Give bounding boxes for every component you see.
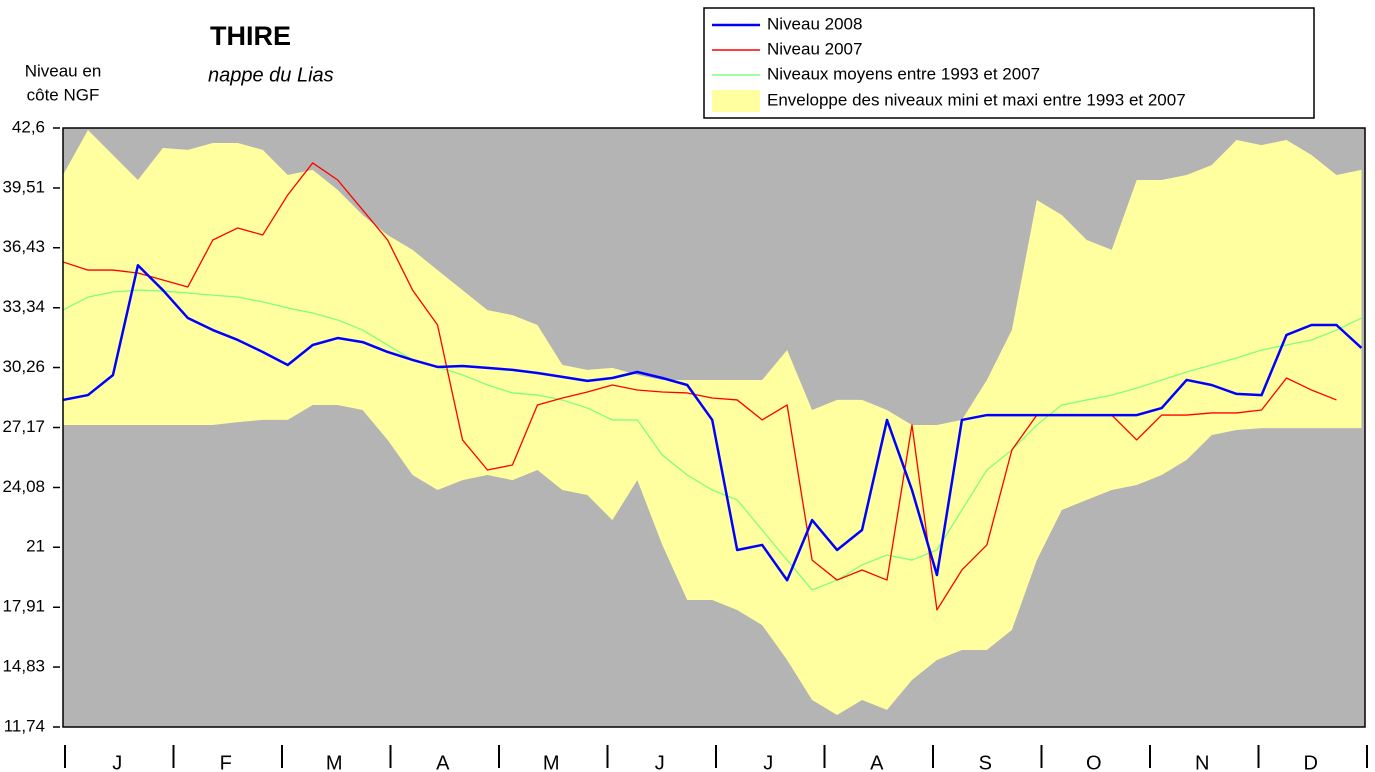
chart-title: THIRE <box>210 21 291 51</box>
legend-swatch <box>712 90 760 112</box>
y-tick-label: 30,26 <box>2 357 45 376</box>
legend-label: Niveaux moyens entre 1993 et 2007 <box>767 64 1040 83</box>
x-tick-label: O <box>1086 752 1102 772</box>
y-tick-label: 21 <box>26 537 45 556</box>
x-tick-label: F <box>220 752 232 772</box>
y-tick-label: 14,83 <box>2 657 45 676</box>
y-axis-label: côte NGF <box>27 85 100 104</box>
series-line <box>62 289 1362 591</box>
x-tick-label: A <box>436 752 450 772</box>
y-tick-label: 24,08 <box>2 477 45 496</box>
x-tick-label: A <box>870 752 884 772</box>
y-tick-label: 42,6 <box>12 117 45 136</box>
y-tick-label: 36,43 <box>2 237 45 256</box>
x-tick-label: M <box>326 752 343 772</box>
x-tick-label: M <box>543 752 560 772</box>
y-tick-label: 39,51 <box>2 177 45 196</box>
legend-label: Niveau 2007 <box>767 39 862 58</box>
chart-subtitle: nappe du Lias <box>208 64 334 86</box>
x-tick-label: J <box>655 752 665 772</box>
y-tick-label: 11,74 <box>4 716 45 735</box>
x-tick-label: J <box>112 752 122 772</box>
plot-border <box>62 127 1366 728</box>
y-tick-label: 33,34 <box>2 297 45 316</box>
legend-box <box>703 7 1315 119</box>
legend-label: Enveloppe des niveaux mini et maxi entre… <box>767 90 1186 109</box>
y-tick-label: 27,17 <box>2 417 45 436</box>
series-line <box>62 162 1337 611</box>
x-tick-label: J <box>763 752 773 772</box>
x-tick-label: D <box>1304 752 1318 772</box>
y-axis-label: Niveau en <box>25 61 102 80</box>
y-tick-label: 17,91 <box>2 597 45 616</box>
x-tick-label: S <box>979 752 992 772</box>
legend-label: Niveau 2008 <box>767 14 862 33</box>
series-line <box>62 263 1363 582</box>
x-tick-label: N <box>1195 752 1209 772</box>
